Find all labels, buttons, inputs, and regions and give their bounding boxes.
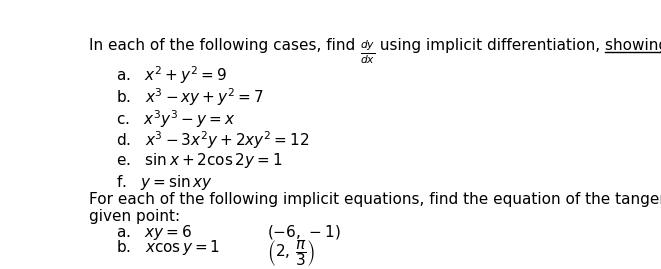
- Text: $(-6,\,-1)$: $(-6,\,-1)$: [267, 223, 341, 241]
- Text: c.   $x^3y^3 - y = x$: c. $x^3y^3 - y = x$: [116, 108, 235, 130]
- Text: For each of the following implicit equations, find the equation of the tangent l: For each of the following implicit equat…: [89, 192, 661, 207]
- Text: e.   $\sin x + 2\cos 2y = 1$: e. $\sin x + 2\cos 2y = 1$: [116, 151, 282, 170]
- Text: $\left(2,\,\dfrac{\pi}{3}\right)$: $\left(2,\,\dfrac{\pi}{3}\right)$: [267, 238, 315, 268]
- Text: b.   $x\cos y = 1$: b. $x\cos y = 1$: [116, 238, 220, 257]
- Text: given point:: given point:: [89, 209, 180, 224]
- Text: In each of the following cases, find: In each of the following cases, find: [89, 38, 360, 54]
- Text: showing all steps: showing all steps: [605, 38, 661, 54]
- Text: b.   $x^3 - xy + y^2 = 7$: b. $x^3 - xy + y^2 = 7$: [116, 86, 264, 108]
- Text: using implicit differentiation,: using implicit differentiation,: [375, 38, 605, 54]
- Text: a.   $x^2 + y^2 = 9$: a. $x^2 + y^2 = 9$: [116, 64, 227, 86]
- Text: $\frac{dy}{dx}$: $\frac{dy}{dx}$: [360, 38, 375, 66]
- Text: a.   $xy = 6$: a. $xy = 6$: [116, 223, 192, 242]
- Text: d.   $x^3 - 3x^2y + 2xy^2 = 12$: d. $x^3 - 3x^2y + 2xy^2 = 12$: [116, 130, 309, 151]
- Text: f.   $y = \sin xy$: f. $y = \sin xy$: [116, 173, 213, 192]
